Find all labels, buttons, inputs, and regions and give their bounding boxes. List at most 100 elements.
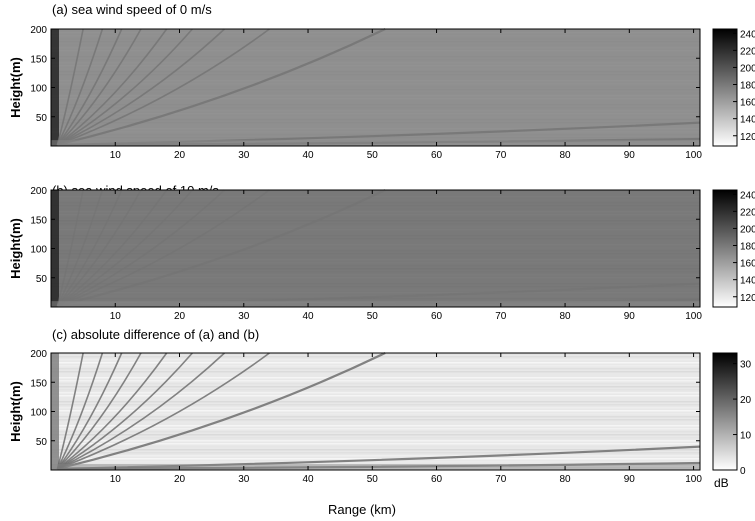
heatmap-texture-row [51,41,700,43]
y-tick-label: 200 [30,25,47,36]
x-tick-label: 100 [685,474,702,485]
heatmap-texture-row [51,53,700,55]
heatmap-texture-row [51,220,700,222]
y-tick-label: 100 [30,84,47,95]
panel-a-x-ticks: 10 20 30 40 50 60 70 80 90 100 [110,29,702,161]
heatmap-texture-row [51,298,700,300]
heatmap-texture-row [51,410,700,412]
heatmap-texture-row [51,196,700,198]
heatmap-texture-row [51,280,700,282]
x-tick-label: 60 [431,311,443,322]
heatmap-texture-row [51,428,700,430]
heatmap-lobe [56,352,168,470]
y-tick-label: 200 [30,186,47,197]
heatmap-texture-row [51,244,700,246]
heatmap-lobe [56,189,168,307]
heatmap-texture-row [51,253,700,255]
heatmap-texture-row [51,437,700,439]
heatmap-texture-row [51,434,700,436]
heatmap-texture-row [51,47,700,49]
heatmap-texture-row [51,35,700,37]
heatmap-texture-row [51,116,700,118]
heatmap-texture-row [51,44,700,46]
x-tick-label: 20 [174,474,186,485]
colorbar-tick-label: 20 [740,395,752,406]
y-tick-label: 50 [36,113,48,124]
heatmap-surface-band [51,464,700,470]
colorbar-tick-label: 200 [740,224,755,235]
heatmap-texture-row [51,380,700,382]
heatmap-texture-row [51,283,700,285]
heatmap-lobe [56,28,168,146]
heatmap-texture-row [51,262,700,264]
heatmap-texture-row [51,232,700,234]
heatmap-texture-row [51,68,700,70]
panel-b-x-ticks: 10 20 30 40 50 60 70 80 90 100 [110,190,702,322]
heatmap-texture-row [51,77,700,79]
x-tick-label: 60 [431,150,443,161]
panel-b-colorbar-ticks: 120 140 160 180 200 220 240 [733,190,755,304]
heatmap-texture-row [51,65,700,67]
x-axis-label: Range (km) [328,502,396,517]
colorbar-tick-label: 120 [740,293,755,304]
x-tick-label: 40 [302,150,314,161]
x-tick-label: 50 [367,474,379,485]
heatmap-texture-row [51,125,700,127]
heatmap-texture-row [51,416,700,418]
heatmap-texture-row [51,205,700,207]
y-tick-label: 150 [30,378,47,389]
colorbar-tick-label: 10 [740,431,752,442]
heatmap-lobe [56,352,123,470]
colorbar-tick-label: 120 [740,132,755,143]
heatmap-texture-row [51,50,700,52]
y-tick-label: 200 [30,349,47,360]
panel-a-title: (a) sea wind speed of 0 m/s [52,2,212,17]
heatmap-texture-row [51,110,700,112]
heatmap-lobe [56,352,84,470]
heatmap-texture-row [51,29,700,31]
heatmap-texture-row [51,119,700,121]
heatmap-texture-row [51,59,700,61]
heatmap-texture-row [51,223,700,225]
heatmap-texture-row [51,211,700,213]
heatmap-texture-row [51,449,700,451]
heatmap-lobe [56,28,104,146]
heatmap-texture-row [51,259,700,261]
heatmap-texture-row [51,452,700,454]
heatmap-texture-row [51,74,700,76]
panel-a-colorbar [712,28,738,147]
panel-a-y-ticks: 50 100 150 200 [30,25,700,124]
heatmap-texture-row [51,268,700,270]
colorbar-tick-label: 140 [740,115,755,126]
heatmap-texture-row [51,104,700,106]
x-tick-label: 20 [174,150,186,161]
heatmap-texture-row [51,128,700,130]
heatmap-texture-row [51,286,700,288]
heatmap-texture-row [51,401,700,403]
panel-b-colorbar [712,189,738,308]
heatmap-texture-row [51,398,700,400]
y-tick-label: 100 [30,245,47,256]
x-tick-label: 40 [302,474,314,485]
x-tick-label: 10 [110,150,122,161]
heatmap-texture-row [51,443,700,445]
heatmap-texture-row [51,365,700,367]
colorbar-tick-label: 0 [740,466,746,477]
panel-c-y-ticks: 50 100 150 200 [30,349,700,448]
heatmap-lobe [57,28,386,146]
panel-c: (c) absolute difference of (a) and (b) 1… [8,327,752,490]
heatmap-lobe [56,189,142,307]
heatmap-lobe [57,189,226,307]
panel-a-ylabel: Height(m) [8,57,23,118]
x-tick-label: 100 [685,150,702,161]
x-tick-label: 100 [685,311,702,322]
heatmap-lobe [57,189,270,307]
panel-a: (a) sea wind speed of 0 m/s 10 20 30 40 50 60… [8,2,755,161]
heatmap-texture-row [51,247,700,249]
heatmap-lobe [56,189,104,307]
x-tick-label: 30 [238,150,250,161]
colorbar-tick-label: 240 [740,29,755,40]
y-tick-label: 150 [30,54,47,65]
panel-b: (b) sea wind speed of 10 m/s 10203040506… [8,183,755,322]
heatmap-texture-row [51,122,700,124]
